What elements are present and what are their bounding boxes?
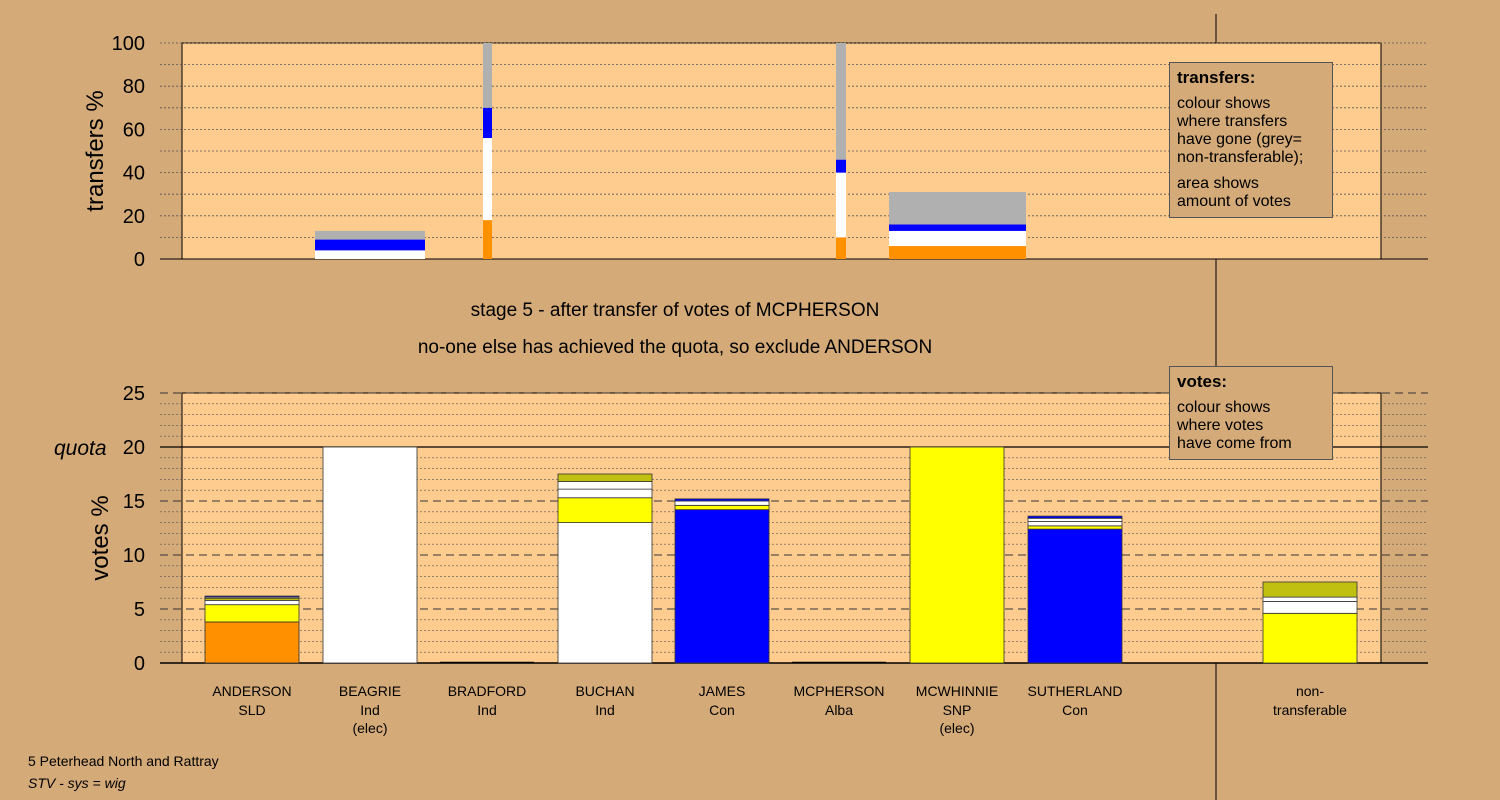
candidate-elected-label: (elec) [352,720,387,736]
vote-bar-segment [674,498,770,502]
vote-bar-segment [557,473,653,482]
transfers-tick-label: 20 [123,206,145,228]
vote-bar-segment [1262,601,1358,614]
transfer-bar-segment [889,192,1026,225]
vote-bar-segment [204,621,300,664]
candidate-name-label: JAMES [699,683,746,699]
votes-tick-label: 25 [123,383,145,405]
transfer-bar-segment [315,250,425,259]
transfers-tick-label: 0 [134,249,145,271]
votes-tick-label: 20 [123,437,145,459]
candidate-party-label: Alba [825,702,853,718]
transfer-bar-segment [889,224,1026,231]
quota-label: quota [54,437,107,460]
legend-transfers-line: amount of votes [1177,193,1291,210]
transfers-tick-label: 80 [123,76,145,98]
transfers-axis-label: transfers % [82,90,109,211]
candidate-party-label: SNP [943,702,972,718]
transfer-bar-segment [483,138,492,221]
candidate-party-label: transferable [1273,702,1347,718]
vote-bar-segment [1027,515,1123,519]
votes-tick-label: 5 [134,599,145,621]
transfer-bar-segment [889,246,1026,259]
candidate-elected-label: (elec) [939,720,974,736]
vote-bar-segment [557,481,653,490]
legend-transfers-title: transfers: [1177,68,1256,87]
legend-transfers-line: colour shows [1177,95,1271,112]
transfer-bar-segment [836,43,846,160]
vote-bar-segment [557,497,653,524]
candidate-name-label: SUTHERLAND [1028,683,1123,699]
votes-tick-label: 10 [123,545,145,567]
vote-bar-segment [1027,528,1123,664]
legend-transfers-line: non-transferable); [1177,149,1304,166]
vote-bar-segment [1262,612,1358,664]
candidate-party-label: Ind [595,702,614,718]
legend-transfers: transfers: colour shows where transfers … [1169,62,1333,218]
candidate-party-label: Ind [477,702,496,718]
transfer-bar-segment [315,239,425,251]
legend-transfers-line: area shows [1177,175,1259,192]
candidate-name-label: ANDERSON [212,683,291,699]
transfer-bar-segment [836,172,846,238]
votes-tick-label: 15 [123,491,145,513]
candidate-name-label: BRADFORD [448,683,527,699]
transfer-bar-segment [836,159,846,173]
candidate-name-label: MCWHINNIE [916,683,998,699]
footer-ward: 5 Peterhead North and Rattray [28,753,219,769]
candidate-party-label: Ind [360,702,379,718]
vote-bar-segment [674,500,770,506]
vote-bar-segment [1027,521,1123,527]
footer-system: STV - sys = wig [28,775,126,791]
vote-bar-segment [674,509,770,664]
vote-bar-segment [1027,525,1123,530]
candidate-party-label: Con [1062,702,1088,718]
vote-bar-segment [1262,596,1358,602]
legend-votes-title: votes: [1177,372,1228,391]
vote-bar-segment [557,522,653,664]
transfer-bar-segment [483,107,492,139]
stage-title: stage 5 - after transfer of votes of MCP… [470,300,880,321]
legend-votes-line: where votes [1177,417,1264,434]
votes-axis-label: votes % [87,495,114,580]
vote-bar-segment [204,595,300,598]
candidate-name-label: MCPHERSON [793,683,884,699]
transfer-bar-segment [889,230,1026,247]
vote-bar-segment [1027,517,1123,522]
stage-subtitle: no-one else has achieved the quota, so e… [417,337,933,358]
transfers-tick-label: 100 [112,33,145,55]
vote-bar-segment [1262,581,1358,598]
candidate-name-label: BUCHAN [575,683,634,699]
votes-tick-label: 0 [134,653,145,675]
legend-transfers-line: where transfers [1177,113,1288,130]
legend-votes-line: have come from [1177,435,1292,452]
vote-bar-segment [557,488,653,499]
transfer-bar-segment [483,220,492,259]
legend-transfers-line: have gone (grey= [1177,131,1302,148]
vote-bar-segment [322,446,418,664]
transfer-bar-segment [483,43,492,108]
vote-bar-segment [204,604,300,623]
transfer-bar-segment [315,230,425,240]
transfers-tick-label: 60 [123,119,145,141]
candidate-party-label: Con [709,702,735,718]
candidate-party-label: SLD [238,702,265,718]
candidate-name-label: non- [1296,683,1324,699]
vote-bar-segment [204,599,300,606]
legend-votes: votes: colour shows where votes have com… [1169,366,1333,460]
vote-bar-segment [674,504,770,511]
transfers-tick-label: 40 [123,163,145,185]
legend-votes-line: colour shows [1177,399,1271,416]
candidate-name-label: BEAGRIE [339,683,401,699]
vote-bar-segment [909,446,1005,664]
transfer-bar-segment [836,237,846,259]
